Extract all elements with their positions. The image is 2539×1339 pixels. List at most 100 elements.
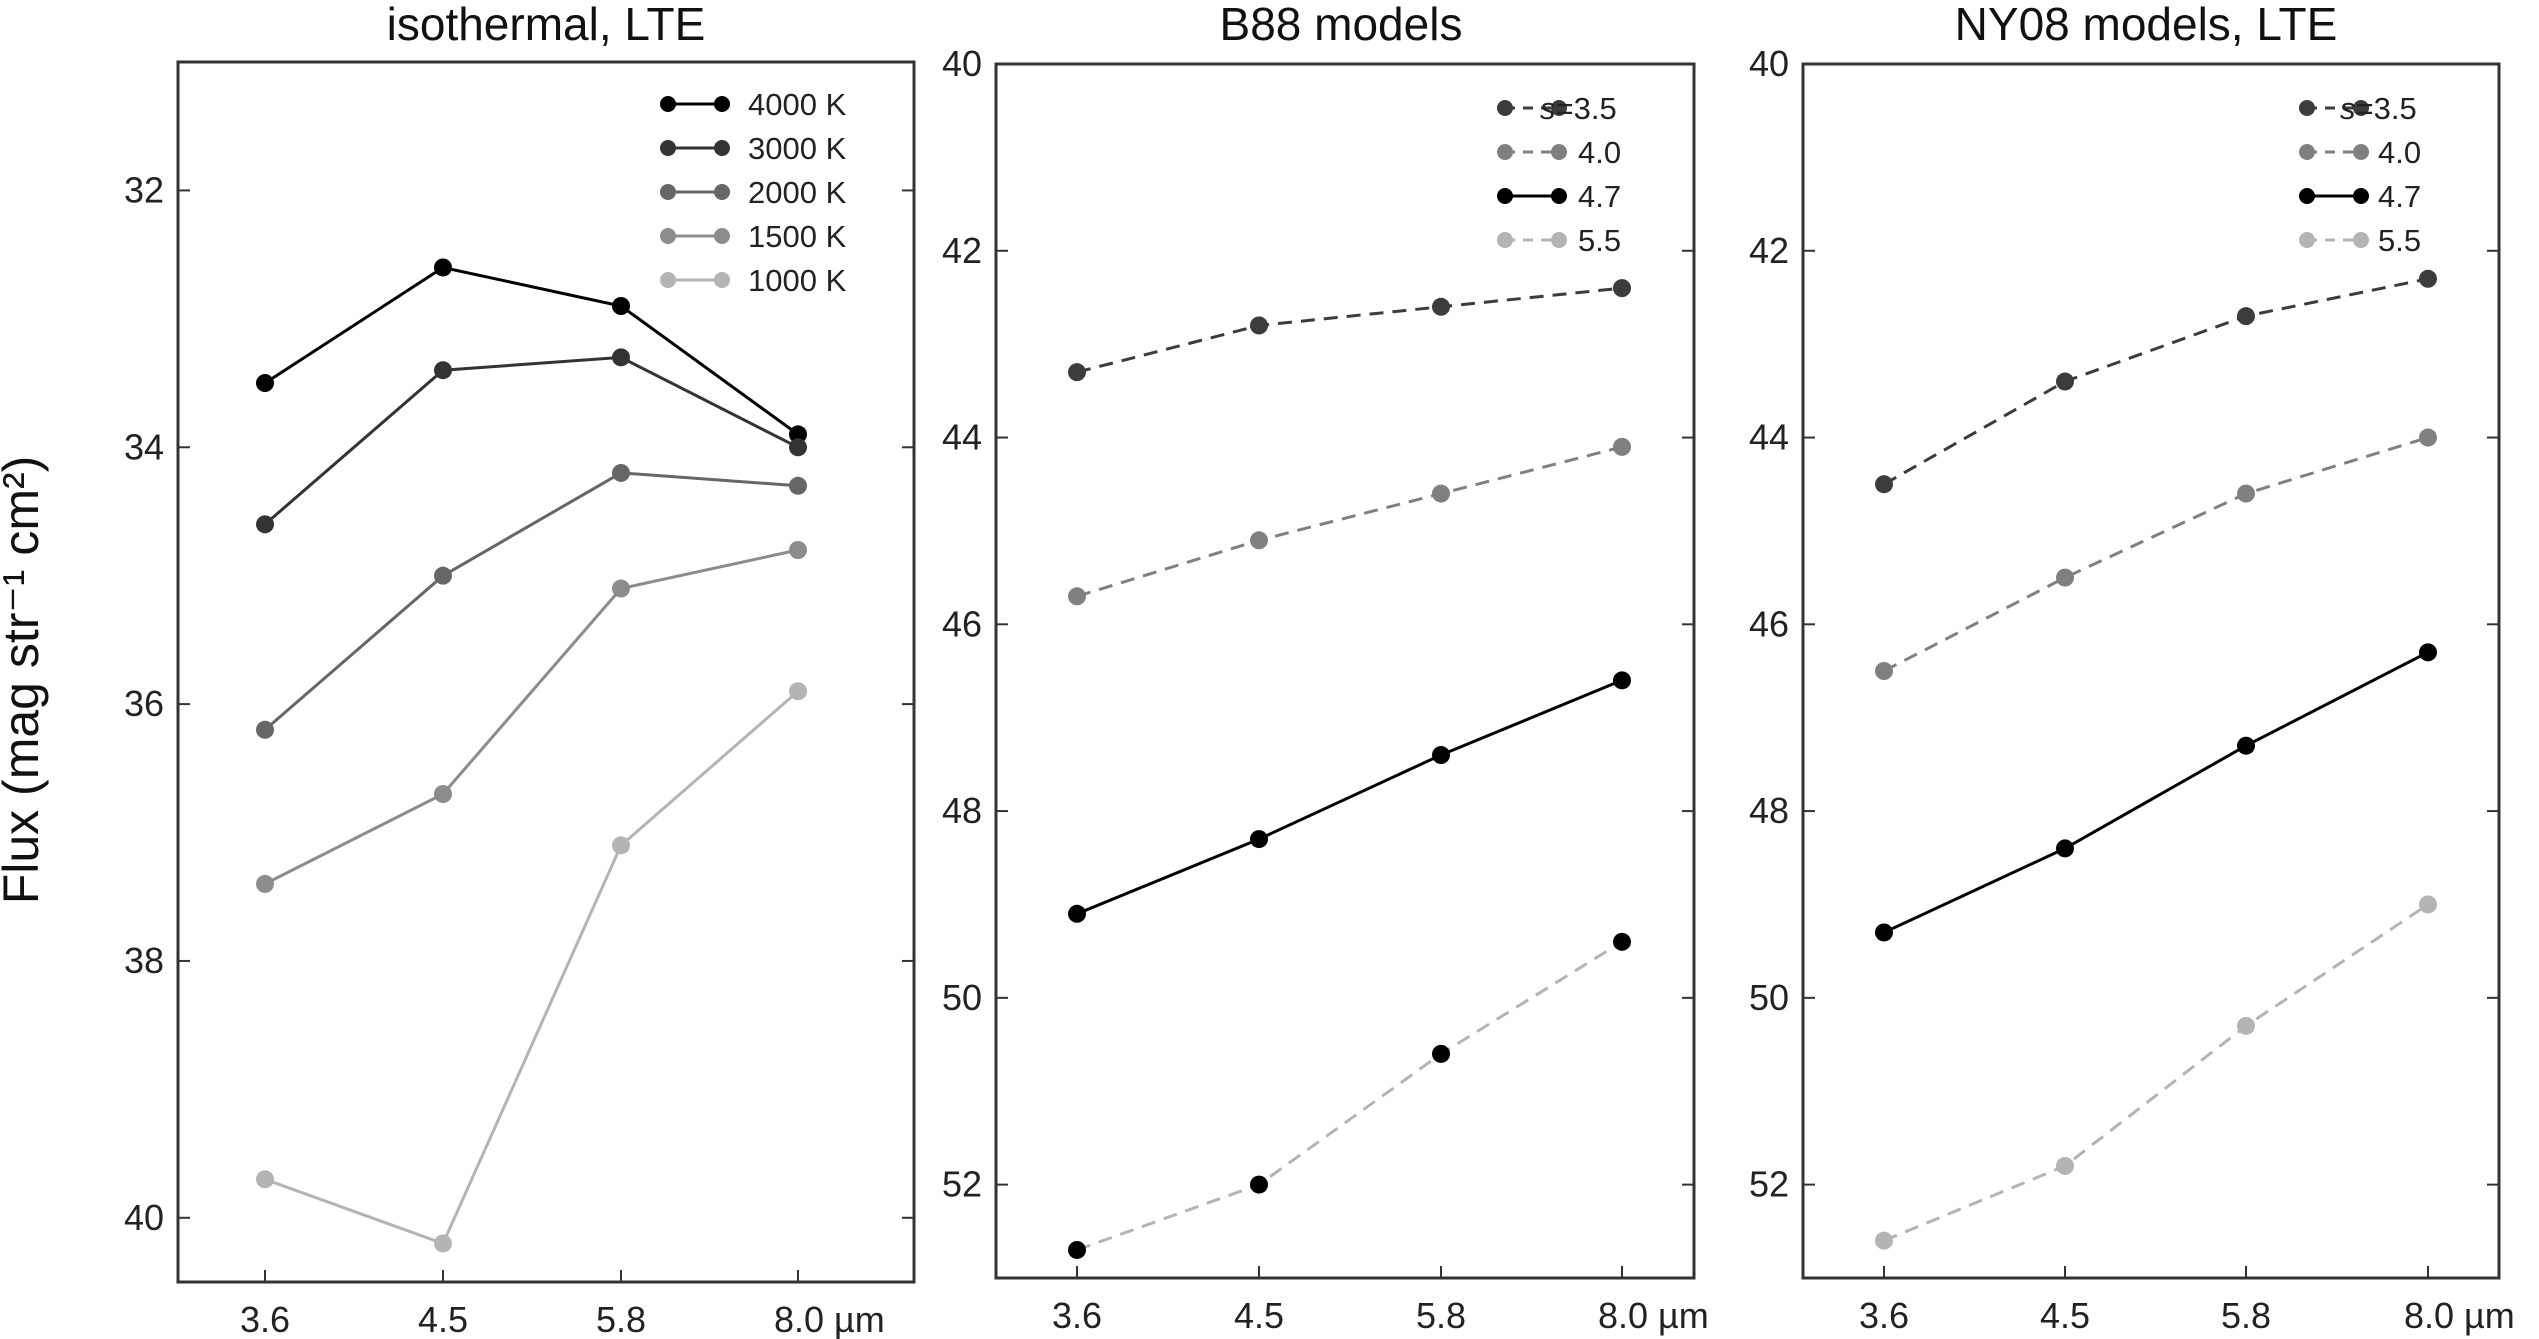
legend-item: 4.0 <box>1497 135 1621 170</box>
legend-marker <box>2299 100 2315 116</box>
legend-label: s=3.5 <box>2340 91 2417 126</box>
data-point <box>2237 1016 2255 1035</box>
data-point <box>1068 904 1086 923</box>
x-tick-label: 3.6 <box>240 1299 290 1339</box>
data-point <box>2056 839 2074 858</box>
x-tick-label: 8.0 µm <box>774 1299 885 1339</box>
y-tick-label: 48 <box>1749 790 1789 831</box>
data-point <box>789 438 807 457</box>
legend-label: 1500 K <box>748 219 847 254</box>
legend-marker <box>714 228 730 244</box>
y-tick-label: 34 <box>124 426 164 467</box>
legend-label: 4.7 <box>1578 179 1621 214</box>
data-point <box>1250 1175 1268 1194</box>
data-point <box>612 348 630 367</box>
panel-title: B88 models <box>1220 0 1463 50</box>
legend-item: 4.0 <box>2299 135 2421 170</box>
data-point <box>789 682 807 701</box>
x-tick-label: 4.5 <box>418 1299 468 1339</box>
data-point <box>256 874 274 893</box>
data-point <box>256 515 274 534</box>
axes-frame <box>176 60 916 1284</box>
data-point <box>1250 531 1268 550</box>
panel-title: isothermal, LTE <box>387 0 706 50</box>
data-point <box>2419 269 2437 288</box>
data-point <box>434 1234 452 1253</box>
data-point <box>612 836 630 855</box>
series-layer <box>1875 269 2437 1250</box>
data-point <box>256 720 274 739</box>
legend-marker <box>1551 144 1567 160</box>
data-point <box>2237 736 2255 755</box>
legend-item: 5.5 <box>2299 223 2421 258</box>
series-line <box>1076 678 1623 916</box>
y-tick-label: 42 <box>942 230 982 271</box>
data-point <box>1432 1044 1450 1063</box>
legend-item: 4.7 <box>1497 179 1621 214</box>
x-tick-label: 3.6 <box>1859 1295 1909 1336</box>
data-point <box>789 476 807 495</box>
legend-marker <box>1497 232 1513 248</box>
legend-marker <box>2299 144 2315 160</box>
axes-frame <box>1801 62 2501 1280</box>
legend-label: 5.5 <box>1578 223 1621 258</box>
data-point <box>2419 643 2437 662</box>
y-tick-label: 42 <box>1749 230 1789 271</box>
axis-ticks: 40 42 44 46 48 50 52 3.6 4.5 5.8 8.0 µm <box>1749 43 2515 1336</box>
x-tick-label: 4.5 <box>2040 1295 2090 1336</box>
series <box>1068 279 1631 382</box>
series-line <box>1076 940 1623 1252</box>
legend-item: s=3.5 <box>2299 91 2417 126</box>
data-point <box>2056 372 2074 391</box>
x-tick-label: 5.8 <box>2221 1295 2271 1336</box>
series-line <box>264 265 799 436</box>
legend-item: 1500 K <box>660 219 847 254</box>
legend-label: 4.0 <box>1578 135 1621 170</box>
x-tick-label: 8.0 µm <box>2404 1295 2515 1336</box>
legend-marker <box>660 96 676 112</box>
legend-marker <box>1497 188 1513 204</box>
data-point <box>1875 923 1893 942</box>
data-point <box>1875 475 1893 494</box>
data-point <box>1068 587 1086 606</box>
legend-item: s=3.5 <box>1497 91 1617 126</box>
data-point <box>612 579 630 598</box>
x-tick-label: 5.8 <box>596 1299 646 1339</box>
data-point <box>1613 279 1631 298</box>
legend-marker <box>2353 188 2369 204</box>
legend-item: 4.7 <box>2299 179 2421 214</box>
data-point <box>612 463 630 482</box>
data-point <box>2056 1156 2074 1175</box>
y-tick-label: 50 <box>942 977 982 1018</box>
series-line <box>1883 903 2429 1242</box>
series <box>256 348 807 534</box>
legend-item: 4000 K <box>660 87 847 122</box>
y-tick-label: 38 <box>124 940 164 981</box>
series-line <box>264 548 799 886</box>
y-axis-label: Flux (mag str⁻¹ cm²) <box>0 456 49 905</box>
series <box>1068 437 1631 606</box>
data-point <box>1432 746 1450 765</box>
legend-marker <box>660 272 676 288</box>
legend-marker <box>2299 232 2315 248</box>
data-point <box>612 297 630 315</box>
data-point <box>1875 1231 1893 1250</box>
y-tick-label: 40 <box>124 1197 164 1238</box>
data-point <box>434 258 452 277</box>
panel-ny08-models-lte: NY08 models, LTE 40 42 44 46 48 50 52 3.6 4.5 5.8… <box>1749 0 2515 1336</box>
data-point <box>2419 895 2437 914</box>
data-point <box>2237 484 2255 503</box>
legend-marker <box>1551 232 1567 248</box>
legend-item: 5.5 <box>1497 223 1621 258</box>
data-point <box>2237 307 2255 326</box>
legend-marker <box>714 272 730 288</box>
series-line <box>1076 286 1623 374</box>
series-line <box>1883 277 2429 486</box>
series-layer <box>256 258 807 1253</box>
legend: 4000 K 3000 K 2000 K 1500 K 1000 K <box>660 87 847 298</box>
panel-title: NY08 models, LTE <box>1955 0 2338 50</box>
data-point <box>434 361 452 380</box>
data-point <box>1613 437 1631 456</box>
